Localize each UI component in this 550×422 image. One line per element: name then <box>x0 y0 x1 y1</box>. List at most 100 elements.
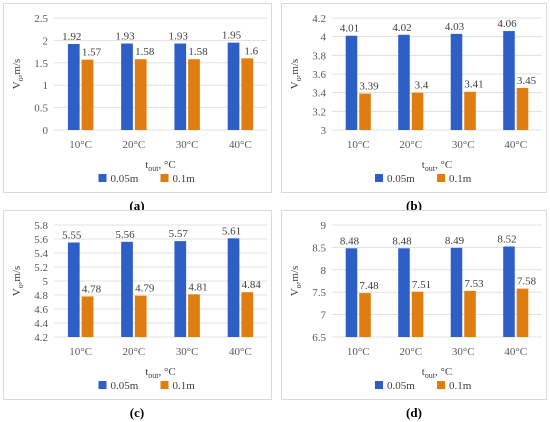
bar-0.1m-30°C <box>188 294 200 337</box>
y-tick-label: 3.4 <box>312 88 326 100</box>
bar-0.1m-30°C <box>464 290 476 337</box>
data-label: 4.84 <box>242 279 262 291</box>
x-tick-label: 30°C <box>176 346 199 358</box>
data-label: 7.53 <box>464 278 484 290</box>
bar-0.05m-30°C <box>174 241 187 337</box>
data-label: 4.78 <box>82 283 102 295</box>
y-tick-label: 4.8 <box>34 290 48 302</box>
y-tick-label: 6.5 <box>312 332 326 344</box>
bar-0.05m-10°C <box>345 35 358 130</box>
data-label: 1.92 <box>62 31 81 43</box>
y-tick-label: 9 <box>321 220 327 232</box>
x-tick-label: 20°C <box>123 139 146 151</box>
x-tick-label: 10°C <box>347 346 370 358</box>
y-tick-label: 2 <box>43 35 49 47</box>
bar-0.05m-10°C <box>345 248 358 337</box>
panel-a-frame: 0 0.5 1 1.5 2 2.5 Vo,m/s 1.92 1.57 10°C 1.93 1.58 20… <box>3 3 272 193</box>
bar-0.1m-40°C <box>241 292 254 337</box>
chart-a: 00.511.522.5Vo,m/s1.921.5710°C1.931.5820… <box>11 13 267 185</box>
chart-d: 6.577.588.59Vo,m/s8.487.4810°C8.487.5120… <box>289 220 542 392</box>
bar-0.1m-10°C <box>359 293 371 337</box>
y-tick-label: 3.8 <box>312 50 326 62</box>
y-tick-label: 4.4 <box>34 318 48 330</box>
bar-0.05m-20°C <box>121 43 133 131</box>
legend-label: 0.05m <box>387 173 415 185</box>
y-axis-title: Vo,m/s <box>11 266 25 297</box>
y-tick-label: 1 <box>43 80 49 92</box>
bar-0.1m-40°C <box>516 288 529 337</box>
bar-0.05m-40°C <box>227 42 240 130</box>
data-label: 7.58 <box>517 276 537 288</box>
x-axis-title: tout, °C <box>422 159 453 173</box>
bar-0.05m-40°C <box>503 31 515 130</box>
data-label: 4.01 <box>340 23 359 35</box>
data-label: 3.4 <box>415 80 429 92</box>
bar-0.05m-40°C <box>227 238 240 337</box>
bar-0.1m-40°C <box>241 58 254 130</box>
data-label: 5.57 <box>169 228 189 240</box>
y-tick-label: 7.5 <box>312 287 326 299</box>
y-tick-label: 0.5 <box>34 103 48 115</box>
bar-0.1m-30°C <box>188 59 200 130</box>
legend-swatch-0.05m <box>375 381 383 389</box>
y-tick-label: 5.6 <box>34 234 48 246</box>
x-tick-label: 20°C <box>399 139 422 151</box>
data-label: 1.93 <box>115 31 135 43</box>
legend-label: 0.05m <box>387 380 415 392</box>
y-tick-label: 0 <box>43 125 49 137</box>
y-tick-label: 4.2 <box>312 13 326 25</box>
bar-0.1m-10°C <box>81 296 94 337</box>
legend-swatch-0.1m <box>160 381 169 389</box>
bar-0.05m-20°C <box>121 241 133 337</box>
data-label: 8.48 <box>340 235 360 247</box>
bar-0.1m-40°C <box>516 88 529 130</box>
caption-c: (c) <box>129 405 145 420</box>
bar-0.05m-20°C <box>398 34 410 130</box>
bar-0.05m-40°C <box>503 246 515 337</box>
panel-b-frame: 3 3.2 3.4 3.6 3.8 4 4.2 Vo,m/s 4.01 3.39 10°C 4.02 3… <box>281 3 547 193</box>
bar-0.05m-10°C <box>67 43 80 130</box>
x-tick-label: 40°C <box>229 346 252 358</box>
data-label: 4.02 <box>392 22 411 34</box>
data-label: 1.93 <box>169 31 189 43</box>
y-tick-label: 4 <box>321 32 327 44</box>
data-label: 3.41 <box>464 79 483 91</box>
data-label: 7.48 <box>359 280 379 292</box>
bar-0.1m-30°C <box>464 91 476 130</box>
y-tick-label: 8 <box>321 265 327 277</box>
legend-swatch-0.1m <box>437 174 445 182</box>
data-label: 7.51 <box>412 279 431 291</box>
y-axis-title: Vo,m/s <box>289 266 303 297</box>
panel-c-frame: 4.2 4.4 4.6 4.8 5 5.2 5.4 5.6 5.8 Vo,m/s 5.55 4.78 1… <box>3 210 272 400</box>
x-axis-title: tout, °C <box>422 366 453 380</box>
y-tick-label: 3 <box>321 125 327 137</box>
legend-label: 0.1m <box>449 173 472 185</box>
bar-0.05m-10°C <box>67 242 80 337</box>
y-tick-label: 2.5 <box>34 13 48 25</box>
chart-b: 3 3.2 3.4 3.6 3.8 4 4.2 Vo,m/s 4.01 3.39 10°C 4.02 3… <box>289 13 542 185</box>
y-tick-label: 4.2 <box>34 332 48 344</box>
x-tick-label: 20°C <box>123 346 146 358</box>
data-label: 1.58 <box>188 46 208 58</box>
y-tick-label: 5.8 <box>34 220 48 232</box>
data-label: 5.56 <box>115 229 135 241</box>
data-label: 4.79 <box>135 283 155 295</box>
data-label: 5.55 <box>62 230 82 242</box>
data-label: 3.45 <box>517 75 537 87</box>
y-tick-label: 7 <box>321 310 327 322</box>
x-tick-label: 40°C <box>229 139 252 151</box>
data-label: 4.06 <box>497 18 517 30</box>
bar-0.1m-20°C <box>134 59 147 130</box>
bar-0.05m-20°C <box>398 248 410 337</box>
y-tick-label: 5.4 <box>34 248 48 260</box>
legend-label: 0.1m <box>173 380 196 392</box>
y-tick-label: 5.2 <box>34 262 48 274</box>
data-label: 1.95 <box>222 30 242 42</box>
legend-label: 0.1m <box>173 173 196 185</box>
data-label: 1.6 <box>244 45 258 57</box>
legend-swatch-0.1m <box>437 381 445 389</box>
data-label: 4.03 <box>445 21 465 33</box>
bar-0.05m-30°C <box>450 247 463 337</box>
data-label: 5.61 <box>222 225 241 237</box>
